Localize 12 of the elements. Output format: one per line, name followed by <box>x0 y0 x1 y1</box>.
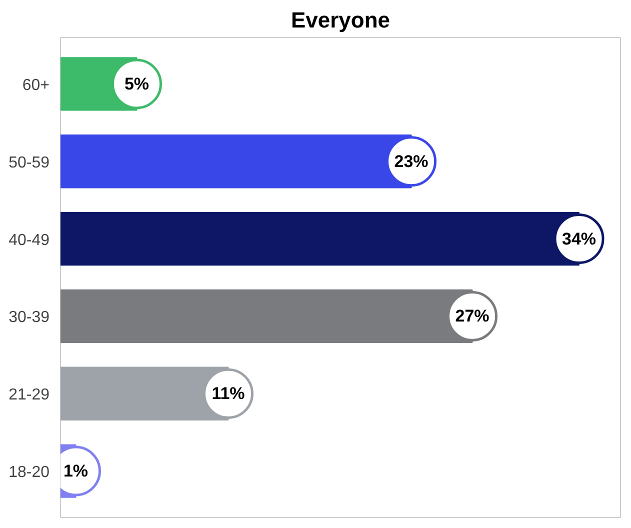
y-tick-label: 40-49 <box>8 232 50 249</box>
data-label: 5% <box>124 74 150 94</box>
y-tick-label: 21-29 <box>8 386 50 404</box>
chart-title: Everyone <box>290 8 390 32</box>
y-tick-label: 30-39 <box>8 309 50 326</box>
data-label: 27% <box>455 306 490 326</box>
data-label: 23% <box>394 152 428 171</box>
y-tick-label: 50-59 <box>8 154 50 172</box>
y-tick-label: 60+ <box>22 76 50 94</box>
data-label: 11% <box>212 384 245 404</box>
y-tick-label: 18-20 <box>8 464 50 482</box>
data-label: 34% <box>562 229 596 248</box>
